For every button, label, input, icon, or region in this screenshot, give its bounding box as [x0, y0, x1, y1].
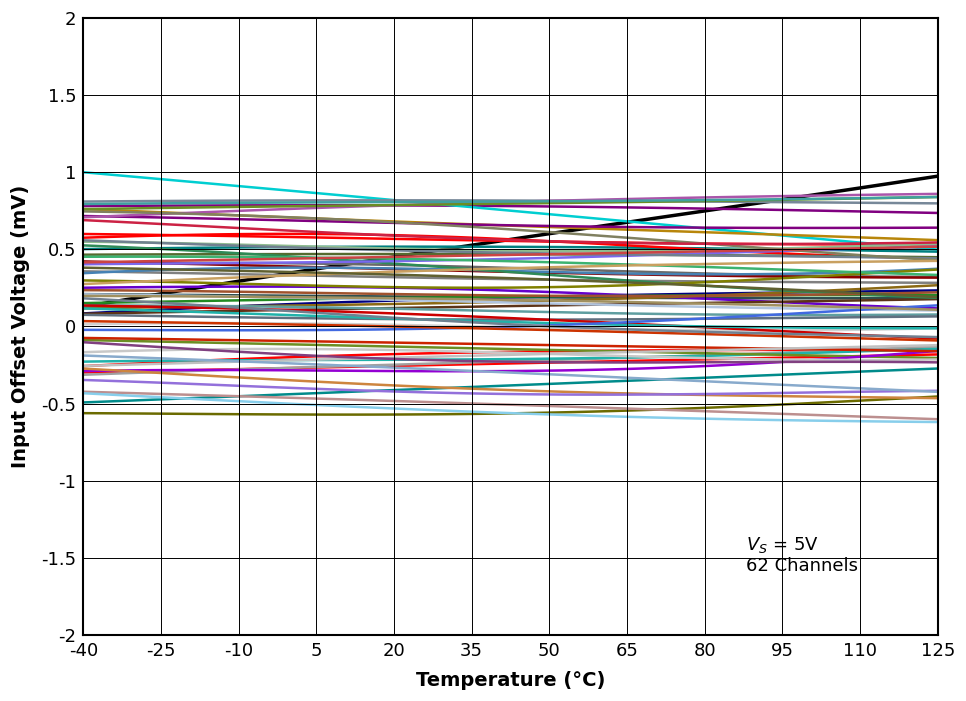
Y-axis label: Input Offset Voltage (mV): Input Offset Voltage (mV): [12, 185, 30, 468]
Text: $V_S$ = 5V
62 Channels: $V_S$ = 5V 62 Channels: [746, 535, 858, 576]
X-axis label: Temperature (°C): Temperature (°C): [415, 671, 605, 690]
